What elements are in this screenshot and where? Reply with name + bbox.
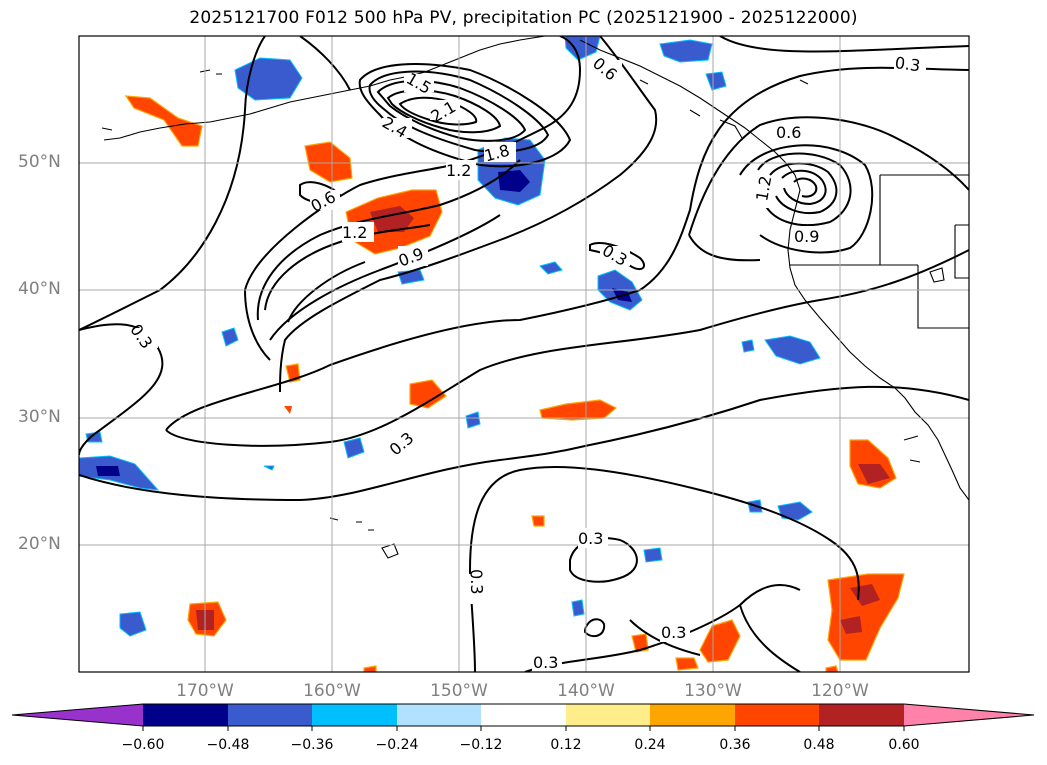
lon-label-130w: 130°W <box>684 681 742 701</box>
colorbar-tick-label: −0.36 <box>290 737 334 753</box>
colorbar-bin <box>566 704 650 726</box>
contour-label: 0.6 <box>776 123 801 142</box>
colorbar-tick-label: −0.24 <box>375 737 419 753</box>
lon-label-140w: 140°W <box>557 681 615 701</box>
contour-label: 0.3 <box>466 569 486 595</box>
lon-label-160w: 160°W <box>303 681 361 701</box>
colorbar-tick-label: −0.48 <box>206 737 250 753</box>
colorbar-bin <box>228 704 312 726</box>
colorbar-bin <box>143 704 228 726</box>
lon-label-150w: 150°W <box>430 681 488 701</box>
colorbar-bin <box>312 704 397 726</box>
colorbar-extend-max <box>904 704 1034 726</box>
pv-contours <box>79 36 969 672</box>
lat-label-50n: 50°N <box>18 152 61 172</box>
contour-label: 0.3 <box>894 53 922 75</box>
contour-label: 1.2 <box>446 161 471 180</box>
contour-label: 0.9 <box>794 227 819 246</box>
lon-label-170w: 170°W <box>176 681 234 701</box>
colorbar-tick-label: −0.12 <box>459 737 503 753</box>
colorbar-tick-label: −0.60 <box>121 737 165 753</box>
colorbar-tick-label: 0.48 <box>803 737 835 753</box>
colorbar-extend-min <box>12 704 143 726</box>
colorbar <box>11 703 1035 731</box>
contour-label: 0.3 <box>661 623 686 642</box>
contour-label: 1.2 <box>752 174 775 202</box>
gridlines <box>79 36 969 672</box>
lat-label-30n: 30°N <box>18 407 61 427</box>
lat-label-40n: 40°N <box>18 279 61 299</box>
colorbar-bin <box>397 704 481 726</box>
lon-label-120w: 120°W <box>811 681 869 701</box>
colorbar-bin <box>819 704 904 726</box>
colorbar-tick-label: 0.24 <box>634 737 666 753</box>
colorbar-tick-label: 0.36 <box>719 737 751 753</box>
contour-label: 0.3 <box>533 653 558 672</box>
colorbar-bin <box>481 704 566 726</box>
colorbar-bin <box>650 704 735 726</box>
colorbar-tick-label: 0.60 <box>888 737 920 753</box>
lat-label-20n: 20°N <box>18 534 61 554</box>
coastlines <box>101 36 969 559</box>
contour-label: 0.3 <box>578 529 603 548</box>
plot-frame <box>78 35 970 673</box>
contour-label: 1.2 <box>342 223 367 242</box>
colorbar-tick-label: 0.12 <box>550 737 582 753</box>
figure-title: 2025121700 F012 500 hPa PV, precipitatio… <box>189 8 858 28</box>
colorbar-bin <box>735 704 819 726</box>
